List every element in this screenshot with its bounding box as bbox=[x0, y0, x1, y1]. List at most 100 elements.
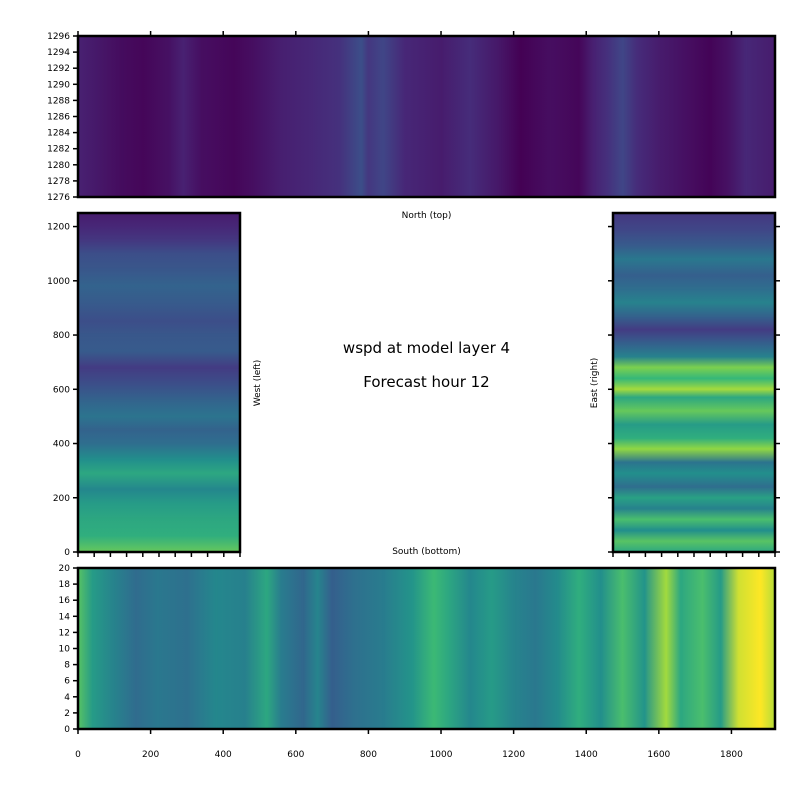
x-tick-label: 200 bbox=[142, 750, 159, 760]
north-stripes bbox=[78, 36, 748, 197]
y-tick-label: 18 bbox=[59, 580, 71, 590]
north-panel-label: North (top) bbox=[402, 211, 452, 221]
west-ticks: 0 200 400 600 800 1000 1200 bbox=[47, 223, 241, 558]
y-tick-label: 4 bbox=[64, 693, 70, 703]
y-tick-label: 1278 bbox=[47, 177, 70, 187]
heatmap-stripe bbox=[441, 36, 444, 197]
heatmap-stripe bbox=[168, 36, 171, 197]
west-panel: 0 200 400 600 800 1000 1200 West (left) bbox=[47, 211, 263, 558]
heatmap-stripe bbox=[613, 387, 775, 391]
y-tick-label: 200 bbox=[53, 494, 70, 504]
north-heatmap bbox=[78, 36, 775, 197]
y-tick-label: 1200 bbox=[47, 223, 70, 233]
x-tick-label: 0 bbox=[75, 750, 81, 760]
east-heatmap bbox=[613, 213, 775, 552]
x-tick-label: 1800 bbox=[720, 750, 743, 760]
y-tick-label: 10 bbox=[59, 645, 71, 655]
east-panel-label: East (right) bbox=[590, 358, 600, 408]
heatmap-stripe bbox=[557, 568, 560, 729]
heatmap-stripe bbox=[613, 484, 775, 488]
heatmap-stripe bbox=[613, 460, 775, 464]
south-stripes bbox=[78, 568, 763, 729]
heatmap-stripe bbox=[361, 36, 364, 197]
y-tick-label: 1000 bbox=[47, 277, 70, 287]
y-tick-label: 0 bbox=[64, 725, 70, 735]
north-ticks: 1276 1278 1280 1282 1284 1286 1288 1290 1292 1294… bbox=[47, 31, 733, 203]
y-tick-label: 1276 bbox=[47, 193, 70, 203]
heatmap-stripe bbox=[114, 568, 117, 729]
x-tick-label: 1600 bbox=[647, 750, 670, 760]
y-tick-label: 1288 bbox=[47, 96, 70, 106]
x-tick-label: 800 bbox=[360, 750, 377, 760]
heatmap-stripe bbox=[644, 568, 647, 729]
heatmap-stripe bbox=[78, 333, 240, 337]
heatmap-stripe bbox=[613, 528, 775, 532]
south-heatmap bbox=[78, 568, 775, 729]
y-tick-label: 16 bbox=[59, 596, 71, 606]
x-tick-label: 1200 bbox=[502, 750, 525, 760]
heatmap-stripe bbox=[382, 36, 385, 197]
y-tick-label: 800 bbox=[53, 331, 70, 341]
heatmap-stripe bbox=[709, 36, 712, 197]
y-tick-label: 1280 bbox=[47, 161, 70, 171]
y-tick-label: 12 bbox=[59, 628, 70, 638]
heatmap-stripe bbox=[78, 365, 240, 369]
heatmap-stripe bbox=[658, 36, 661, 197]
heatmap-stripe bbox=[760, 568, 763, 729]
heatmap-stripe bbox=[121, 36, 124, 197]
heatmap-stripe bbox=[303, 568, 306, 729]
east-panel: East (right) bbox=[590, 211, 780, 557]
x-tick-label: 1400 bbox=[575, 750, 598, 760]
north-panel: 1276 1278 1280 1282 1284 1286 1288 1290 1292 1294… bbox=[47, 31, 777, 221]
heatmap-stripe bbox=[78, 398, 240, 402]
heatmap-stripe bbox=[613, 365, 775, 369]
center-title: wspd at model layer 4 bbox=[343, 339, 510, 357]
heatmap-stripe bbox=[613, 257, 775, 261]
heatmap-stripe bbox=[513, 568, 516, 729]
y-tick-label: 1296 bbox=[47, 32, 70, 42]
heatmap-stripe bbox=[157, 568, 160, 729]
x-tick-label: 1000 bbox=[430, 750, 453, 760]
heatmap-stripe bbox=[201, 36, 204, 197]
y-tick-label: 1290 bbox=[47, 80, 70, 90]
south-panel-label: South (bottom) bbox=[392, 547, 461, 557]
east-ticks bbox=[608, 225, 780, 557]
heatmap-stripe bbox=[252, 36, 255, 197]
y-tick-label: 6 bbox=[64, 677, 70, 687]
heatmap-stripe bbox=[622, 36, 625, 197]
heatmap-stripe bbox=[613, 436, 775, 440]
heatmap-stripe bbox=[78, 238, 240, 242]
heatmap-stripe bbox=[720, 568, 723, 729]
heatmap-stripe bbox=[613, 341, 775, 345]
heatmap-stripe bbox=[215, 568, 218, 729]
center-subtitle: Forecast hour 12 bbox=[363, 373, 489, 391]
heatmap-stripe bbox=[613, 506, 775, 510]
heatmap-stripe bbox=[593, 36, 596, 197]
y-tick-label: 2 bbox=[64, 709, 70, 719]
x-tick-label: 400 bbox=[215, 750, 232, 760]
y-tick-label: 0 bbox=[64, 548, 70, 558]
y-tick-label: 400 bbox=[53, 440, 70, 450]
heatmap-stripe bbox=[613, 314, 775, 318]
heatmap-stripe bbox=[470, 568, 473, 729]
west-panel-label: West (left) bbox=[253, 360, 263, 407]
heatmap-stripe bbox=[613, 408, 775, 412]
y-tick-label: 1286 bbox=[47, 113, 70, 123]
west-heatmap bbox=[78, 213, 240, 552]
x-tick-label: 600 bbox=[287, 750, 304, 760]
heatmap-stripe bbox=[382, 568, 385, 729]
heatmap-stripe bbox=[78, 300, 240, 304]
y-tick-label: 1292 bbox=[47, 64, 70, 74]
heatmap-stripe bbox=[78, 487, 240, 491]
heatmap-stripe bbox=[499, 36, 502, 197]
heatmap-stripe bbox=[549, 36, 552, 197]
heatmap-stripe bbox=[613, 227, 775, 231]
heatmap-stripe bbox=[310, 36, 313, 197]
heatmap-stripe bbox=[745, 36, 748, 197]
heatmap-stripe bbox=[78, 457, 240, 461]
heatmap-stripe bbox=[600, 568, 603, 729]
y-tick-label: 8 bbox=[64, 661, 70, 671]
